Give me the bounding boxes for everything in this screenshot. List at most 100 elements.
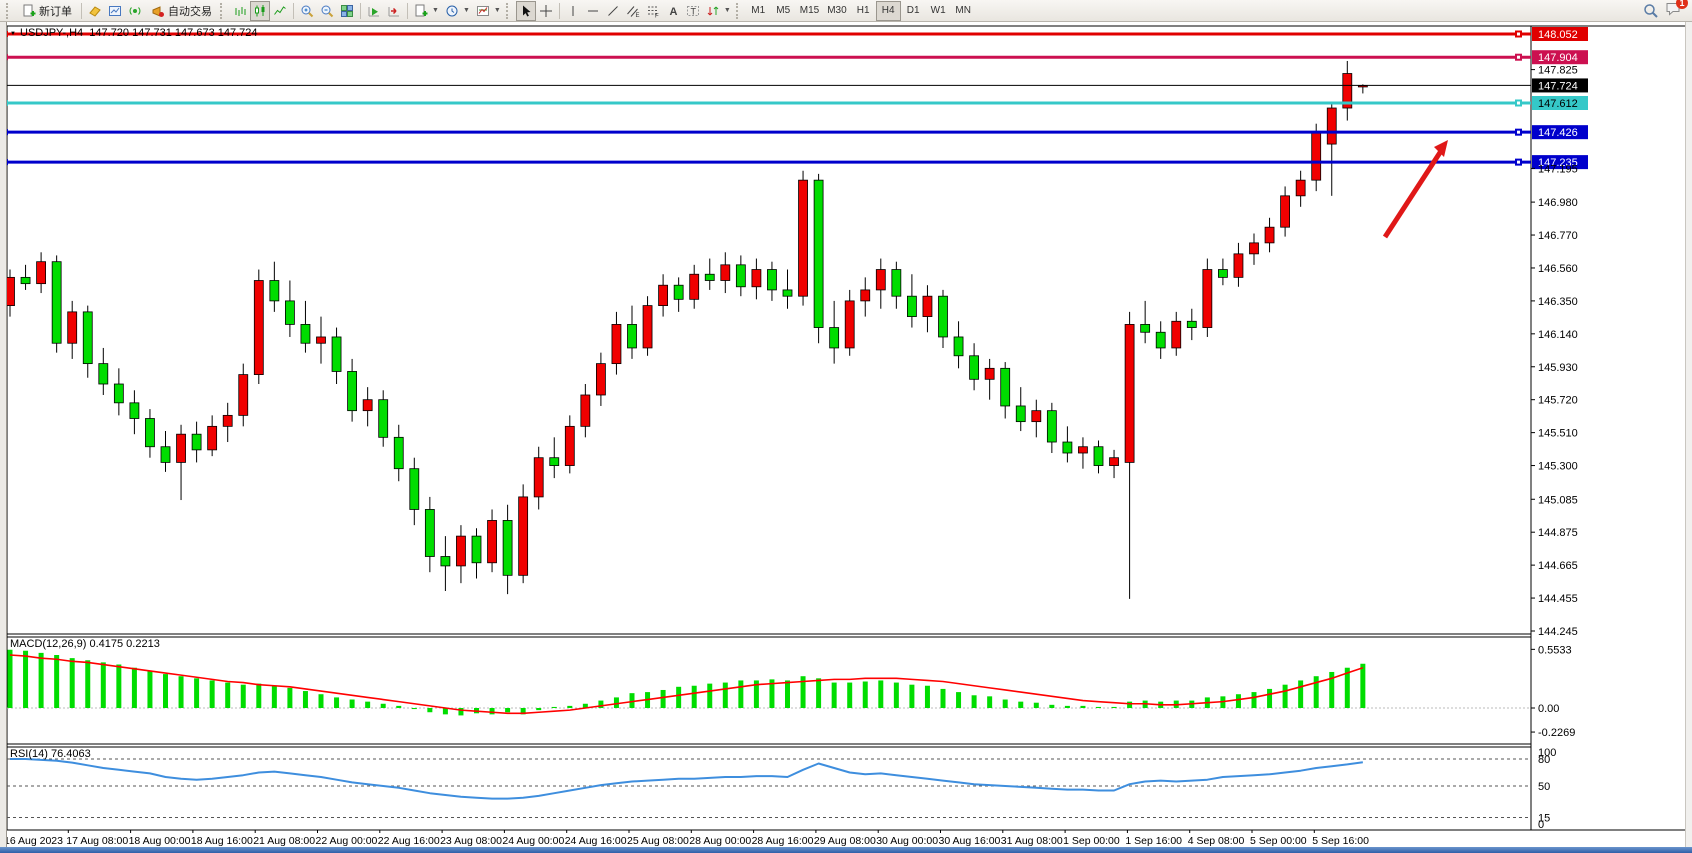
text-label-icon: T	[686, 5, 699, 16]
signals-button[interactable]	[125, 1, 145, 21]
cursor-button[interactable]	[515, 0, 536, 21]
chart-shift-button[interactable]	[384, 1, 404, 21]
tile-windows-button[interactable]	[337, 1, 357, 21]
candle	[440, 536, 451, 592]
bar-chart-button[interactable]	[230, 1, 250, 21]
candle	[689, 264, 700, 309]
price-level-badge-label: 147.426	[1538, 127, 1578, 139]
quotes-button[interactable]	[85, 1, 105, 21]
candle-body	[1249, 242, 1259, 255]
price-axis-label: 147.195	[1538, 163, 1578, 175]
timeframe-button-d1[interactable]: D1	[901, 1, 926, 21]
candle-body	[1186, 320, 1197, 328]
candle	[1171, 311, 1182, 356]
toolbar-grip	[6, 2, 12, 19]
annotations-layer[interactable]	[1382, 140, 1448, 239]
macd-axis-label: 0.5533	[1538, 644, 1572, 656]
candle	[82, 305, 93, 378]
candle	[969, 343, 979, 391]
price-axis-label: 145.300	[1538, 461, 1578, 473]
equidistant-channel-tool-button[interactable]: E	[623, 1, 643, 21]
candle-body	[207, 425, 218, 451]
candle-body	[176, 433, 186, 463]
candlestick-chart-button[interactable]	[250, 0, 270, 21]
chart-area[interactable]: 0.5533 0.00 -0.2269 100 80 50 15 0 148.052 147.90…	[0, 22, 1692, 847]
vertical-line-tool-button[interactable]	[563, 1, 583, 21]
time-axis-label: 24 Aug 16:00	[565, 835, 627, 847]
periods-button[interactable]: ▼	[442, 1, 473, 21]
candle	[1326, 101, 1337, 196]
candle-body	[829, 327, 840, 349]
candle-body	[844, 300, 855, 349]
candle-body	[300, 324, 311, 344]
candle	[580, 384, 591, 438]
candle-body	[518, 496, 529, 576]
indicators-button[interactable]: ▼	[411, 1, 442, 21]
macd-signal-line	[9, 654, 1364, 715]
candle-body	[129, 402, 140, 419]
price-level-badge-label: 148.052	[1538, 29, 1578, 41]
search-icon[interactable]	[1643, 3, 1659, 19]
candle	[409, 457, 420, 526]
candle-body	[222, 414, 233, 427]
candle-body	[487, 520, 497, 564]
candle	[673, 277, 684, 312]
trend-arrow-head	[1434, 140, 1448, 157]
time-axis-label: 1 Sep 16:00	[1125, 835, 1182, 847]
auto-scroll-button[interactable]	[364, 1, 384, 21]
candle	[160, 431, 171, 472]
candle-body	[238, 374, 249, 416]
candle-body	[735, 264, 746, 288]
candle	[191, 421, 202, 463]
candle	[1015, 387, 1026, 432]
timeframe-button-m15[interactable]: M15	[796, 1, 823, 21]
candle-body	[767, 269, 777, 291]
trendline-tool-button[interactable]	[603, 1, 623, 21]
notification-badge: 1	[1676, 0, 1688, 9]
crosshair-button[interactable]	[536, 1, 556, 21]
timeframe-button-m30[interactable]: M30	[823, 1, 850, 21]
candle	[907, 274, 917, 328]
timeframe-button-mn[interactable]: MN	[951, 1, 976, 21]
price-axis-label: 146.350	[1538, 296, 1578, 308]
symbol-dropdown-icon[interactable]: ▼	[10, 31, 16, 37]
horizontal-line-tool-button[interactable]	[583, 1, 603, 21]
fibonacci-tool-button[interactable]: F	[643, 1, 663, 21]
timeframe-button-w1[interactable]: W1	[926, 1, 951, 21]
timeframe-button-m5[interactable]: M5	[771, 1, 796, 21]
line-chart-button[interactable]	[270, 1, 290, 21]
price-axis[interactable]: 148.052 147.904 147.724 147.612 147.426 147.2…	[1531, 27, 1588, 638]
candle	[471, 528, 482, 579]
price-levels-layer[interactable]	[2, 30, 1531, 166]
time-axis[interactable]: 16 Aug 2023 17 Aug 08:00 18 Aug 00:00 18 Au…	[4, 830, 1369, 847]
price-axis-label: 146.980	[1538, 197, 1578, 209]
text-tool-button[interactable]: A	[663, 1, 683, 21]
trend-arrow-annotation[interactable]	[1382, 149, 1444, 239]
arrows-tool-button[interactable]: ▼	[703, 1, 734, 21]
timeframe-button-h4[interactable]: H4	[875, 0, 901, 21]
chart-window-button[interactable]	[105, 1, 125, 21]
templates-button[interactable]: ▼	[473, 1, 504, 21]
candle-body	[580, 394, 591, 427]
candle-body	[549, 457, 560, 466]
text-label-tool-button[interactable]: T	[683, 1, 703, 21]
price-level-badge	[1532, 125, 1588, 140]
price-level-badge	[1532, 50, 1588, 65]
rsi-axis-label: 80	[1538, 754, 1550, 766]
notifications-button[interactable]: 1	[1665, 0, 1688, 21]
price-axis-label: 145.930	[1538, 362, 1578, 374]
zoom-in-button[interactable]	[297, 1, 317, 21]
timeframe-button-m1[interactable]: M1	[746, 1, 771, 21]
autotrading-button[interactable]: 自动交易	[145, 1, 218, 21]
timeframe-button-h1[interactable]: H1	[851, 1, 876, 21]
candle	[1233, 242, 1244, 287]
candle-body	[782, 289, 793, 297]
candle-body	[113, 383, 124, 404]
candle-body	[1140, 324, 1151, 333]
new-order-button[interactable]: 新订单	[16, 1, 78, 21]
left-splitter[interactable]	[0, 22, 7, 847]
candle-body	[393, 436, 404, 470]
candle-body	[1015, 405, 1026, 423]
zoom-out-button[interactable]	[317, 1, 337, 21]
